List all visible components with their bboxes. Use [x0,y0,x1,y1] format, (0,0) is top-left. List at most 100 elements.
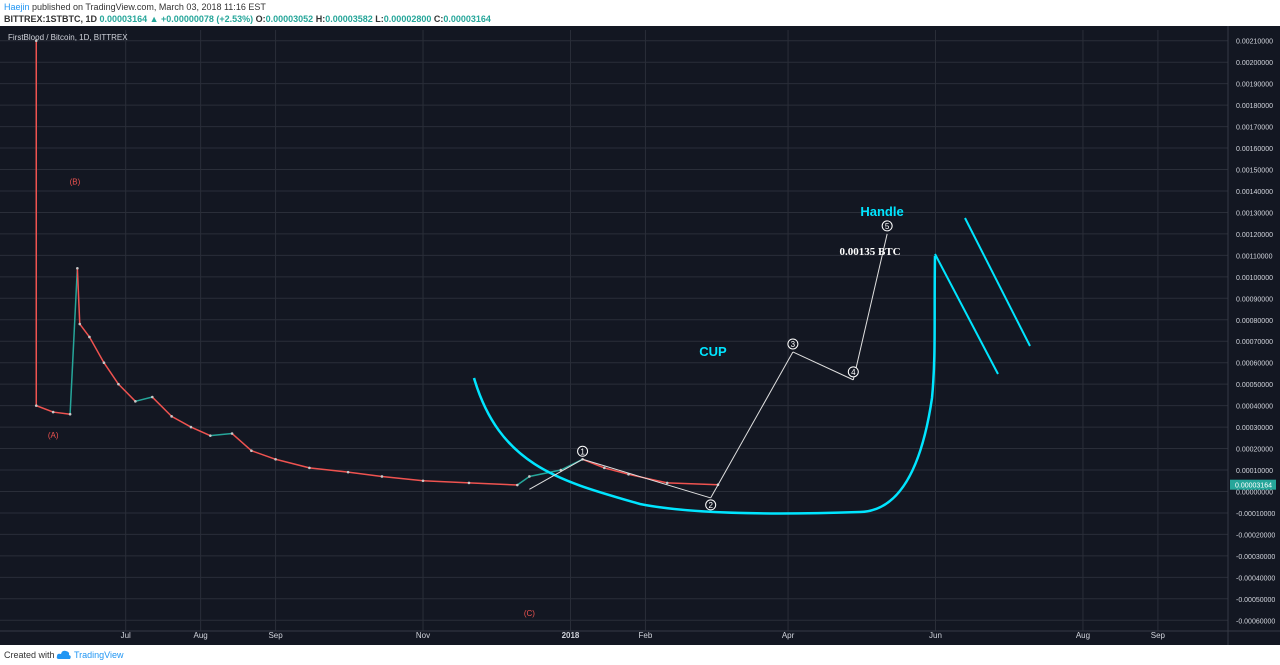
low-label: L: [375,14,384,24]
handle-label: Handle [860,204,903,219]
price-change: +0.00000078 (+2.53%) [161,14,254,24]
y-tick-label: 0.00020000 [1236,447,1273,454]
created-with-text: Created with [4,650,55,660]
y-tick-label: 0.00040000 [1236,404,1273,411]
high-value: 0.00003582 [325,14,373,24]
price-segment [309,467,349,473]
wave-marker [787,338,799,350]
price-segment [88,336,105,364]
price-point [102,361,106,364]
y-tick-label: 0.00130000 [1236,210,1273,217]
wave-label: 3 [791,340,796,349]
price-point [665,481,669,485]
wave-marker [577,445,589,457]
y-tick-label: 0.00150000 [1236,168,1273,175]
y-tick-label: 0.00210000 [1236,39,1273,46]
wave-marker [881,220,893,232]
price-segment [35,404,54,413]
author-link[interactable]: Haejin [4,2,30,12]
y-tick-label: 0.00200000 [1236,60,1273,67]
price-segment [103,362,120,385]
x-tick-label: Feb [639,631,653,640]
chart-area[interactable]: 0.00210000 0.00200000 0.00190000 0.00180000… [0,26,1280,645]
price-segment [76,268,81,325]
y-tick-label: -0.00050000 [1236,597,1275,604]
price-segment [422,480,469,484]
y-tick-label: -0.00020000 [1236,532,1275,539]
price-segment [275,458,310,469]
abc-wave-label: (B) [70,178,81,187]
price-segment [231,432,252,452]
wave-line [852,233,888,380]
y-tick-label: 0.00110000 [1236,253,1273,260]
x-tick-label: Jun [929,631,942,640]
price-segment [135,396,153,403]
x-tick-label: Aug [1076,631,1090,640]
y-tick-label: 0.00070000 [1236,339,1273,346]
price-point [346,470,350,474]
price-chart[interactable]: 0.00210000 0.00200000 0.00190000 0.00180000… [0,26,1280,645]
high-label: H: [315,14,326,24]
abc-wave-label: (C) [524,609,535,618]
y-tick-label: 0.00170000 [1236,125,1273,132]
price-point [467,481,471,485]
y-tick-label: 0.00120000 [1236,232,1273,239]
up-arrow-icon: ▲ [149,14,159,24]
wave-label: 2 [708,501,713,510]
price-point [308,466,311,470]
price-point [150,395,154,399]
price-point [117,382,120,386]
price-point [250,449,253,453]
price-point [516,483,519,487]
price-segment [171,415,192,428]
x-tick-label: Aug [194,631,208,640]
price-point [209,434,212,437]
price-point [603,466,606,470]
open-value: 0.00003052 [265,14,314,24]
chart-header: Haejin published on TradingView.com, Mar… [0,0,1280,26]
price-segment [667,482,718,486]
wave-label: 5 [885,222,890,231]
price-point [34,39,38,43]
x-tick-label: Sep [1151,631,1166,640]
price-point [380,475,384,478]
wave-line [710,351,794,499]
price-point [189,425,193,429]
price-segment [468,482,518,486]
x-tick-label: 2018 [562,631,580,640]
y-tick-label: 0.00010000 [1236,468,1273,475]
handle-line [934,253,999,375]
price-segment [348,471,383,478]
price-point [78,322,82,326]
y-tick-label: 0.00090000 [1236,296,1273,303]
wave-label: 1 [580,447,585,456]
handle-line [964,217,1031,347]
tradingview-brand-link[interactable]: TradingView [74,650,124,660]
price-point [274,457,277,461]
price-point [88,335,91,339]
x-tick-label: Apr [782,631,795,640]
price-segment [529,469,561,478]
y-tick-label: -0.00040000 [1236,575,1275,582]
price-point [76,266,79,270]
chart-footer: Created with TradingView [0,645,1280,665]
cup-label: CUP [699,344,727,359]
wave-marker [705,499,717,511]
y-tick-label: 0.00050000 [1236,382,1273,389]
y-tick-label: 0.00030000 [1236,425,1273,432]
price-segment [251,449,276,460]
published-text: published on TradingView.com, March 03, … [29,2,266,12]
tradingview-cloud-icon [56,650,71,659]
price-segment [381,475,424,482]
target-price-label: 0.00135 BTC [839,246,900,258]
price-segment [210,432,233,437]
wave-marker [847,366,859,378]
price-point [68,412,72,416]
x-tick-label: Jul [121,631,131,640]
price-segment [604,467,629,476]
price-segment [53,411,71,415]
price-segment [151,396,173,417]
chart-title: FirstBlood / Bitcoin, 1D, BITTREX [8,33,128,42]
price-point [170,415,173,418]
y-tick-label: 0.00140000 [1236,189,1273,196]
